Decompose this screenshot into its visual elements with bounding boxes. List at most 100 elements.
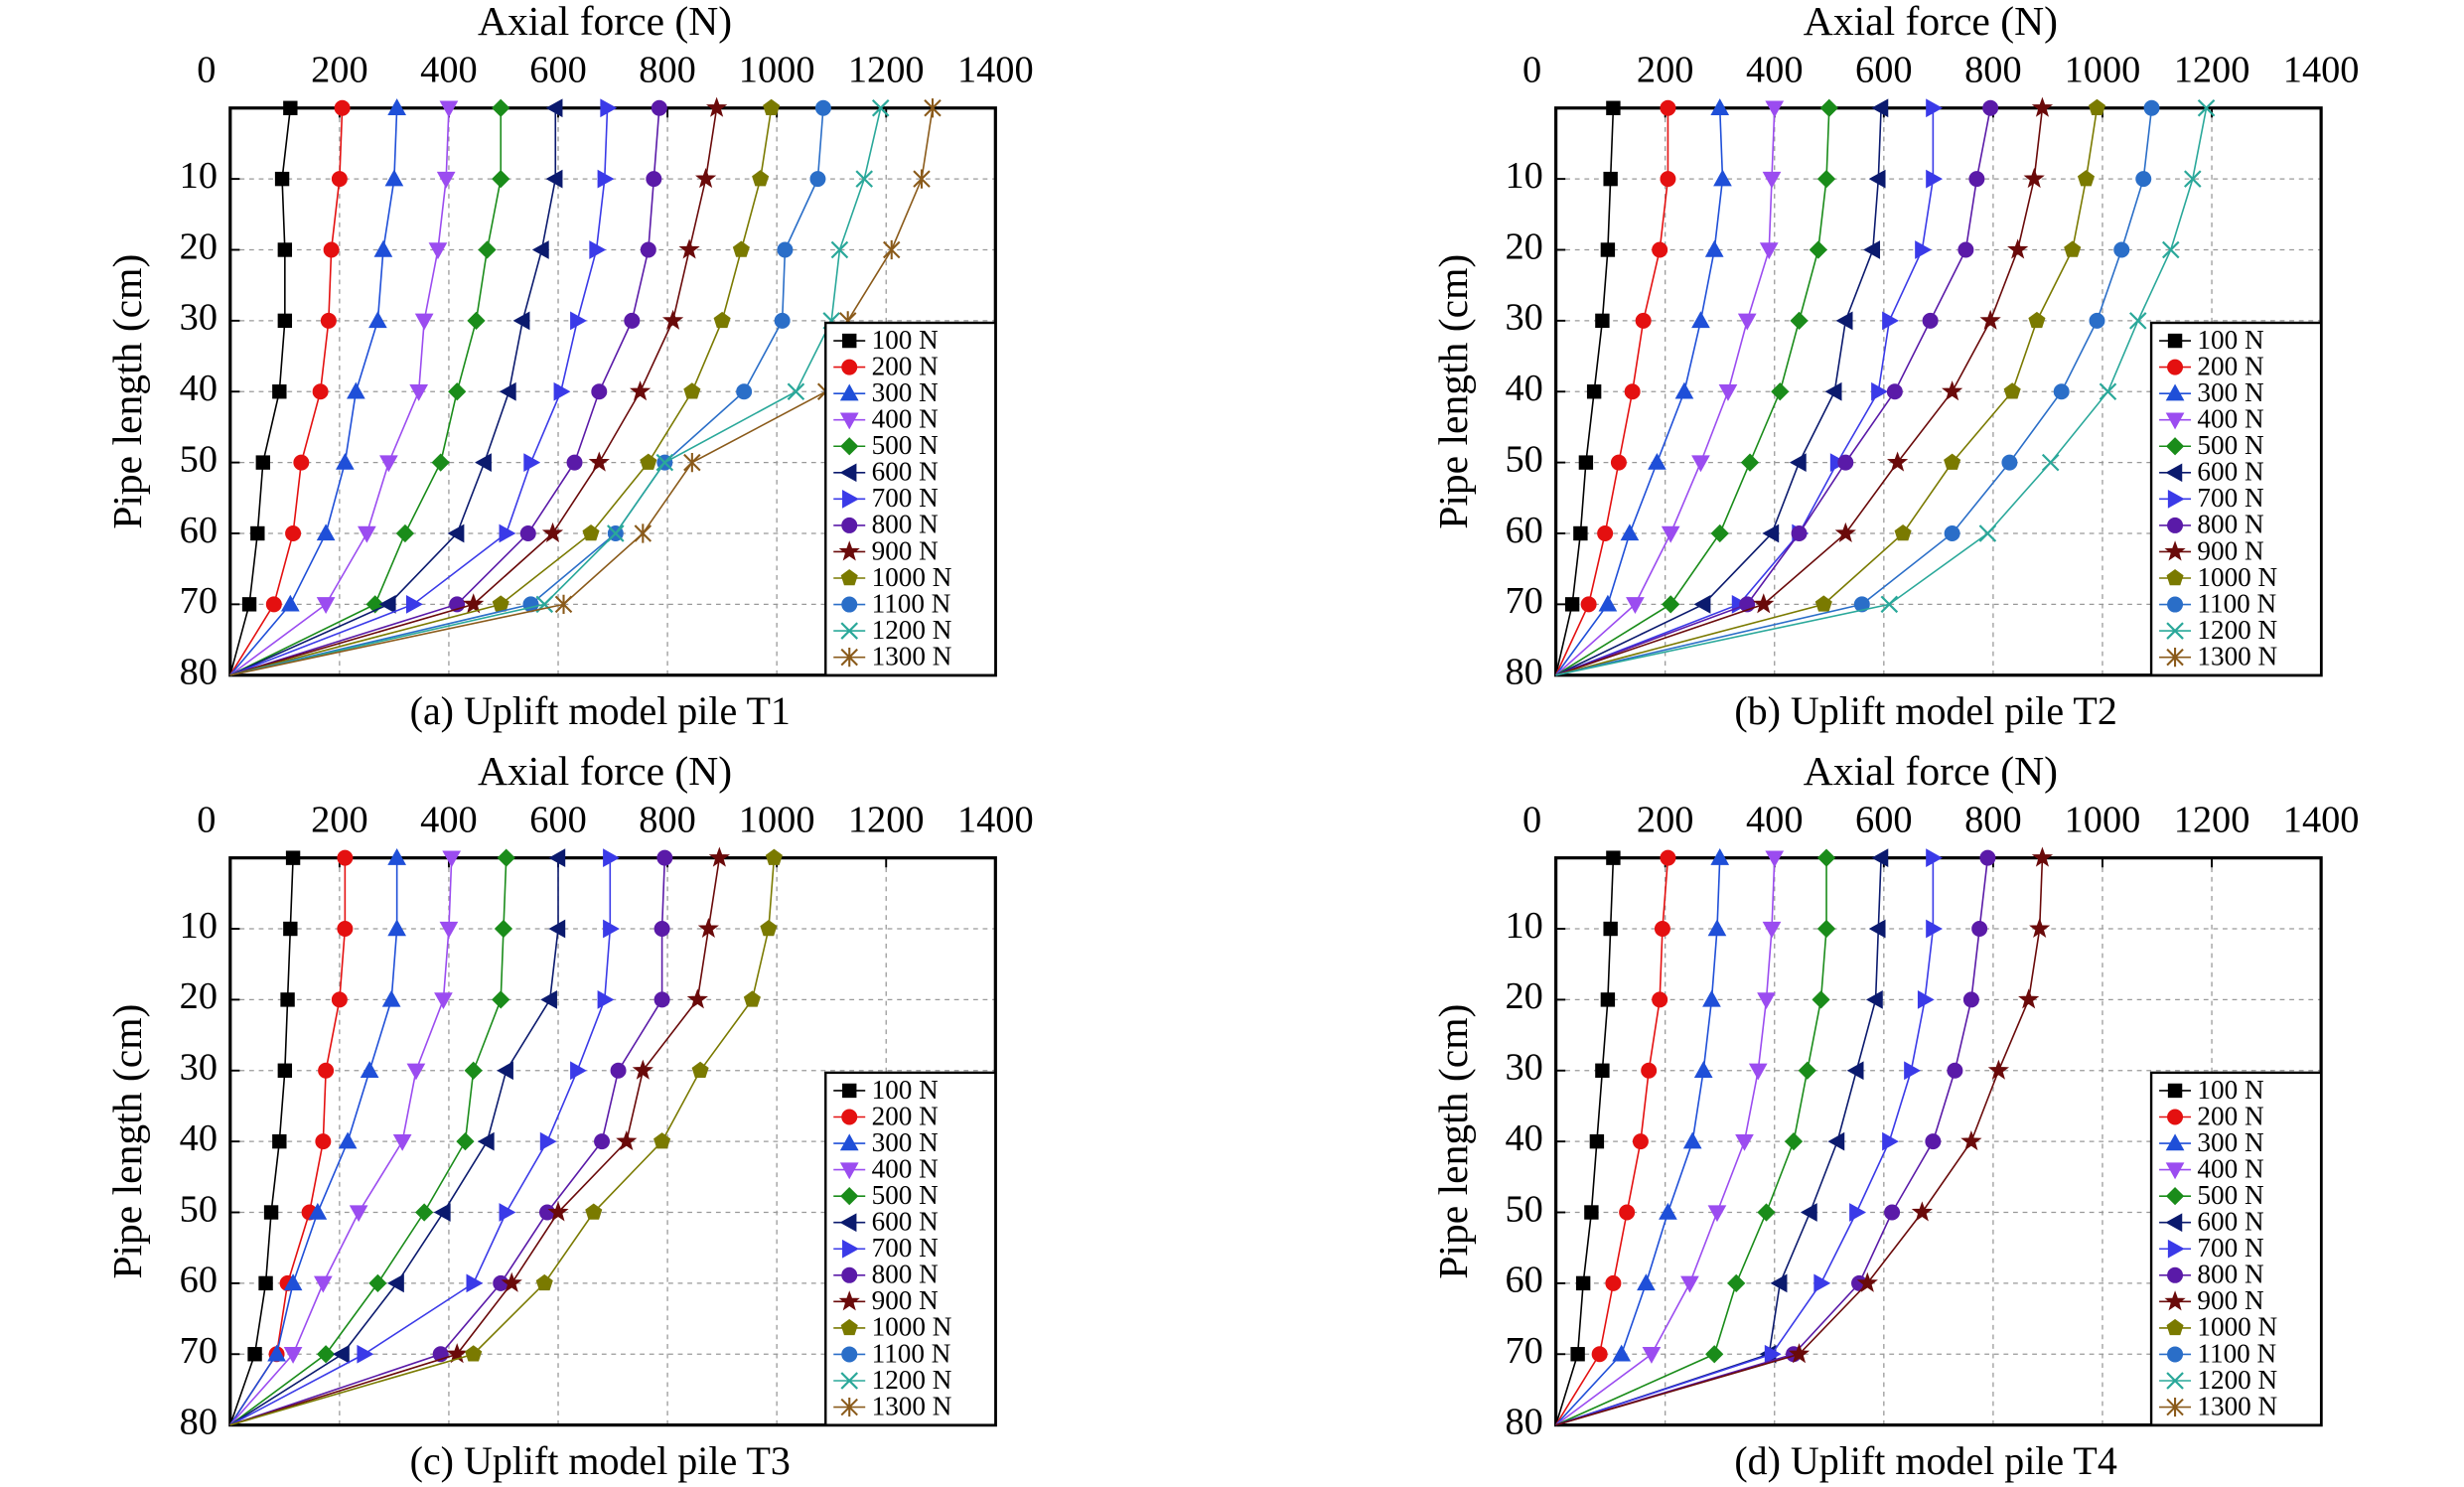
marker: [1971, 921, 1988, 938]
x-tick-label: 400: [420, 799, 478, 840]
marker: [1624, 383, 1641, 400]
marker: [409, 384, 429, 401]
legend-label: 900 N: [2197, 1285, 2263, 1315]
chart-caption: (b) Uplift model pile T2: [1734, 688, 2116, 733]
marker: [368, 311, 387, 329]
marker: [629, 380, 652, 401]
x-tick-label: 1000: [2065, 799, 2141, 840]
marker: [1863, 240, 1881, 259]
marker: [360, 1061, 379, 1078]
y-tick-label: 80: [1505, 652, 1542, 693]
marker: [1886, 451, 1909, 472]
marker: [2018, 988, 2040, 1009]
marker: [1586, 384, 1602, 399]
marker: [283, 921, 298, 937]
marker: [531, 240, 549, 259]
marker: [2165, 412, 2185, 430]
marker: [1784, 1132, 1804, 1151]
marker: [540, 990, 557, 1009]
y-tick-label: 10: [1505, 905, 1542, 947]
marker: [1856, 1271, 1878, 1292]
marker: [347, 381, 365, 399]
marker: [1915, 240, 1932, 259]
marker: [2165, 1213, 2183, 1233]
marker: [548, 919, 566, 939]
legend-label: 1300 N: [2197, 1391, 2277, 1420]
marker: [1660, 99, 1676, 116]
marker: [607, 524, 625, 542]
legend-label: 800 N: [872, 510, 939, 539]
marker: [2001, 454, 2018, 471]
marker: [655, 453, 674, 472]
marker: [1925, 1133, 1942, 1150]
marker: [1798, 1061, 1816, 1080]
marker: [634, 523, 652, 543]
x-tick-label: 400: [1746, 49, 1804, 90]
y-tick-label: 80: [1505, 1401, 1542, 1442]
marker: [1835, 311, 1853, 331]
marker: [653, 921, 670, 938]
marker: [591, 383, 608, 400]
legend-label: 1100 N: [872, 1338, 951, 1368]
marker: [368, 1273, 387, 1293]
marker: [597, 990, 615, 1009]
x-tick-label: 1400: [957, 799, 1034, 840]
marker: [553, 381, 571, 401]
marker: [841, 1266, 858, 1283]
marker: [499, 381, 516, 401]
legend-label: 600 N: [2197, 1207, 2263, 1237]
marker: [1846, 1061, 1864, 1081]
marker: [357, 1344, 374, 1364]
marker: [1762, 523, 1780, 543]
marker: [840, 1187, 859, 1206]
marker: [436, 171, 456, 189]
marker: [1661, 525, 1680, 543]
x-tick-label: 0: [197, 49, 216, 90]
x-tick-label: 1200: [2174, 49, 2250, 90]
x-tick-label: 600: [529, 49, 587, 90]
marker: [241, 597, 257, 612]
x-tick-label: 1400: [2283, 49, 2360, 90]
marker: [809, 171, 826, 188]
marker: [1580, 596, 1597, 613]
x-tick-label: 600: [1855, 799, 1913, 840]
marker: [1816, 848, 1836, 867]
marker: [1868, 169, 1886, 189]
marker: [1705, 1345, 1724, 1364]
marker: [1880, 595, 1899, 614]
marker: [434, 992, 453, 1010]
marker: [1770, 1273, 1788, 1293]
x-tick-label: 1000: [739, 799, 815, 840]
marker: [589, 240, 607, 259]
marker: [1926, 848, 1944, 868]
marker: [315, 1133, 332, 1150]
marker: [387, 919, 407, 937]
marker: [842, 1083, 857, 1099]
marker: [1819, 98, 1838, 117]
y-tick-label: 40: [1505, 368, 1542, 409]
legend-label: 500 N: [2197, 1180, 2263, 1210]
marker: [475, 453, 492, 472]
marker: [838, 1290, 860, 1311]
marker: [842, 333, 857, 349]
marker: [1620, 523, 1640, 541]
legend-label: 1100 N: [2197, 1338, 2276, 1368]
marker: [1922, 312, 1939, 329]
marker: [1765, 100, 1785, 118]
y-tick-label: 50: [180, 1188, 217, 1230]
marker: [545, 98, 563, 118]
marker: [331, 991, 348, 1008]
marker: [640, 241, 656, 258]
marker: [442, 850, 462, 868]
marker: [653, 991, 670, 1008]
marker: [840, 622, 859, 640]
marker: [2029, 917, 2051, 939]
marker: [1812, 990, 1830, 1009]
marker: [2167, 1266, 2184, 1283]
marker: [1600, 242, 1616, 257]
marker: [713, 311, 731, 329]
marker: [1702, 989, 1721, 1007]
marker: [1575, 1275, 1591, 1291]
marker: [2197, 98, 2216, 117]
x-tick-label: 800: [639, 799, 696, 840]
